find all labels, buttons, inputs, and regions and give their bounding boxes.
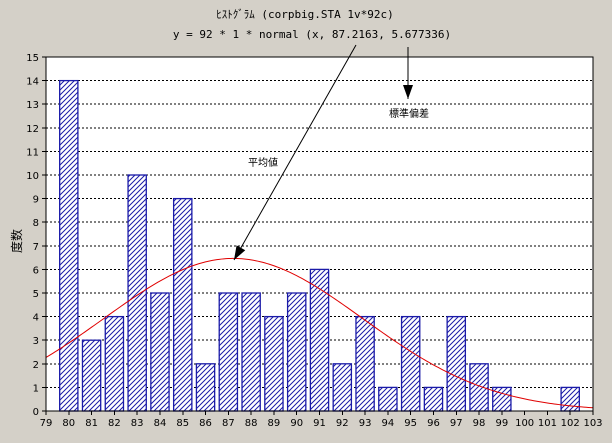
x-tick-label: 93 xyxy=(359,418,372,429)
y-tick-label: 9 xyxy=(33,195,39,206)
y-tick-label: 1 xyxy=(33,383,39,394)
y-tick-label: 8 xyxy=(33,218,39,229)
x-tick-label: 85 xyxy=(176,418,189,429)
histogram-bar xyxy=(104,315,125,412)
x-tick-label: 82 xyxy=(108,418,121,429)
plot-area xyxy=(45,56,594,412)
y-tick-label: 6 xyxy=(33,265,39,276)
y-tick-label: 10 xyxy=(26,171,39,182)
histogram-bar xyxy=(332,363,353,412)
x-tick-label: 79 xyxy=(40,418,53,429)
histogram-bar xyxy=(446,315,467,412)
x-axis: 79 80 81 82 83 84 85 86 87 88 89 90 91 92 93 94 95 96 97 98… xyxy=(40,411,603,429)
histogram-bar xyxy=(172,197,193,412)
x-tick-label: 84 xyxy=(154,418,167,429)
annotation-sd: 標準偏差 xyxy=(389,107,429,120)
chart-title: ﾋｽﾄｸﾞﾗﾑ (corpbig.STA 1v*92c) xyxy=(216,8,394,21)
x-tick-label: 92 xyxy=(336,418,349,429)
x-tick-label: 94 xyxy=(382,418,395,429)
arrow-head xyxy=(403,85,413,99)
x-tick-label: 95 xyxy=(404,418,417,429)
x-tick-label: 99 xyxy=(495,418,508,429)
x-tick-label: 98 xyxy=(473,418,486,429)
histogram-bar xyxy=(286,292,307,412)
x-tick-label: 90 xyxy=(290,418,303,429)
histogram-bar xyxy=(195,363,216,412)
x-tick-label: 97 xyxy=(450,418,463,429)
y-tick-label: 12 xyxy=(26,124,39,135)
y-tick-label: 3 xyxy=(33,336,39,347)
histogram-bar xyxy=(378,386,398,412)
annotation-sd-label: 標準偏差 xyxy=(389,107,429,120)
y-tick-label: 13 xyxy=(26,100,39,111)
histogram-bar xyxy=(423,386,444,412)
x-tick-label: 80 xyxy=(62,418,75,429)
histogram-bar xyxy=(560,386,580,412)
x-tick-label: 87 xyxy=(222,418,235,429)
normal-curve xyxy=(45,257,594,409)
y-tick-label: 7 xyxy=(33,242,39,253)
histogram-bar xyxy=(59,79,79,412)
mean-arrow xyxy=(233,44,357,261)
x-tick-label: 101 xyxy=(538,418,557,429)
histogram-bar xyxy=(81,339,102,412)
y-tick-label: 5 xyxy=(33,289,39,300)
histogram-bar xyxy=(150,292,170,412)
histogram-bar xyxy=(218,292,239,412)
annotation-mean: 平均値 xyxy=(248,156,278,169)
y-tick-label: 14 xyxy=(26,77,39,88)
x-tick-label: 100 xyxy=(515,418,534,429)
x-tick-label: 91 xyxy=(313,418,326,429)
x-tick-label: 86 xyxy=(199,418,212,429)
chart-subtitle: y = 92 * 1 * normal (x, 87.2163, 5.67733… xyxy=(173,28,451,41)
histogram-bar xyxy=(309,268,330,412)
y-tick-label: 15 xyxy=(26,53,39,64)
annotation-arrows xyxy=(233,44,413,261)
sd-arrow xyxy=(403,47,413,99)
annotation-mean-label: 平均値 xyxy=(248,156,278,169)
y-tick-label: 11 xyxy=(26,147,39,158)
y-tick-label: 4 xyxy=(33,313,39,324)
y-tick-label: 2 xyxy=(33,360,39,371)
histogram-bar xyxy=(355,315,375,412)
histogram-bar xyxy=(264,315,284,412)
x-tick-label: 81 xyxy=(85,418,98,429)
x-tick-label: 102 xyxy=(561,418,580,429)
y-axis-label: 度数 xyxy=(9,229,24,253)
chart-title-group: ﾋｽﾄｸﾞﾗﾑ (corpbig.STA 1v*92c) y = 92 * 1 … xyxy=(173,8,451,41)
histogram-bar xyxy=(241,292,261,412)
x-tick-label: 88 xyxy=(245,418,258,429)
arrow-shaft xyxy=(233,44,357,261)
x-tick-label: 83 xyxy=(131,418,144,429)
x-tick-label: 89 xyxy=(268,418,281,429)
arrow-head xyxy=(234,245,246,260)
histogram-bar xyxy=(400,315,421,412)
histogram-bar xyxy=(469,363,489,412)
y-tick-label: 0 xyxy=(33,407,39,418)
histogram-bar xyxy=(127,174,147,412)
x-tick-label: 96 xyxy=(427,418,440,429)
x-tick-label: 103 xyxy=(583,418,602,429)
